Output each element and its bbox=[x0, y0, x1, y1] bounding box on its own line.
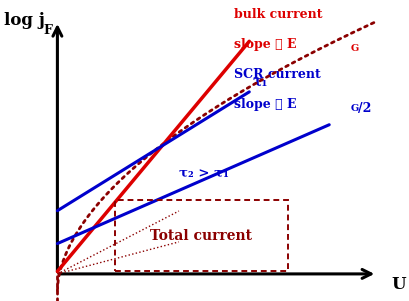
Text: slope ≅ E: slope ≅ E bbox=[233, 98, 295, 111]
Text: U: U bbox=[391, 276, 405, 293]
Text: log j: log j bbox=[4, 12, 45, 29]
Text: SCR current: SCR current bbox=[233, 68, 320, 81]
Text: slope ≅ E: slope ≅ E bbox=[233, 38, 295, 51]
Text: F: F bbox=[43, 24, 52, 37]
Text: /2: /2 bbox=[357, 102, 370, 115]
Text: G: G bbox=[350, 44, 358, 53]
Text: τ₁: τ₁ bbox=[252, 75, 267, 89]
Text: bulk current: bulk current bbox=[233, 8, 321, 20]
Text: τ₂ > τ₁: τ₂ > τ₁ bbox=[178, 167, 228, 180]
Text: G: G bbox=[350, 104, 358, 113]
Text: Total current: Total current bbox=[150, 228, 252, 243]
